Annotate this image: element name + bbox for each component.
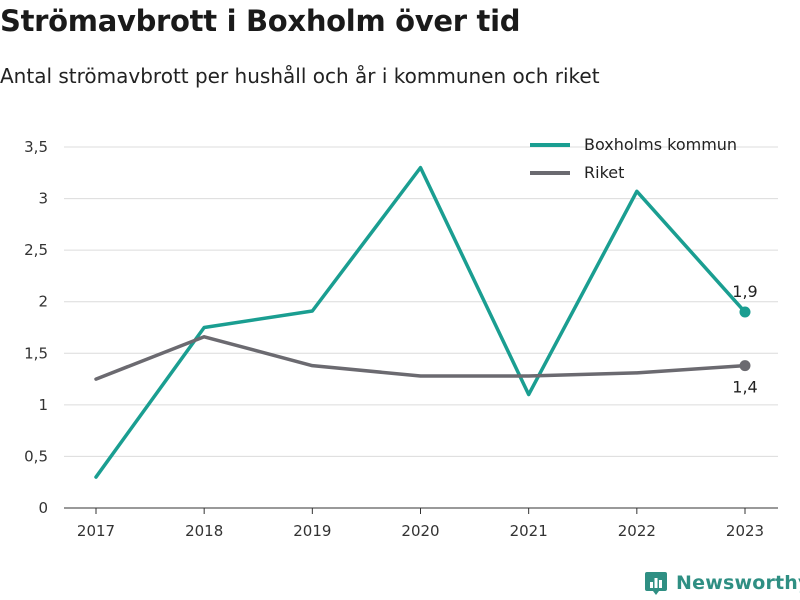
series-line-boxholms-kommun: [94, 165, 747, 479]
x-tick-label: 2022: [618, 522, 656, 540]
gridlines: [64, 146, 778, 457]
newsworthy-logo-icon: [645, 572, 667, 595]
brand-name: Newsworthy: [676, 572, 800, 594]
chart-title: Strömavbrott i Boxholm över tid: [0, 4, 521, 38]
end-value-label: 1,4: [732, 378, 757, 397]
y-tick-label: 3: [38, 190, 48, 208]
y-tick-label: 2: [38, 293, 48, 311]
legend: Boxholms kommun Riket: [530, 135, 737, 182]
y-tick-label: 1: [38, 396, 48, 414]
x-tick-label: 2020: [401, 522, 439, 540]
legend-label: Riket: [584, 163, 624, 182]
y-tick-label: 1,5: [24, 344, 48, 362]
end-marker: [739, 306, 751, 318]
x-tick-label: 2018: [185, 522, 223, 540]
axes: 0 0,5 1 1,5 2 2,5 3 3,5 2017 2018 2019 2020 2021 2022…: [24, 138, 778, 540]
end-marker: [739, 360, 751, 372]
y-tick-label: 3,5: [24, 138, 48, 156]
y-tick-label: 2,5: [24, 241, 48, 259]
y-tick-label: 0: [38, 499, 48, 517]
x-tick-label: 2021: [510, 522, 548, 540]
x-tick-label: 2023: [726, 522, 764, 540]
x-tick-label: 2019: [293, 522, 331, 540]
x-tick-label: 2017: [77, 522, 115, 540]
chart-subtitle: Antal strömavbrott per hushåll och år i …: [0, 64, 600, 88]
end-value-label: 1,9: [732, 282, 757, 301]
y-tick-label: 0,5: [24, 447, 48, 465]
newsworthy-brand: Newsworthy: [644, 568, 800, 598]
data-labels: 1,9 1,4: [732, 282, 757, 397]
series-lines: [94, 165, 751, 479]
legend-label: Boxholms kommun: [584, 135, 737, 154]
